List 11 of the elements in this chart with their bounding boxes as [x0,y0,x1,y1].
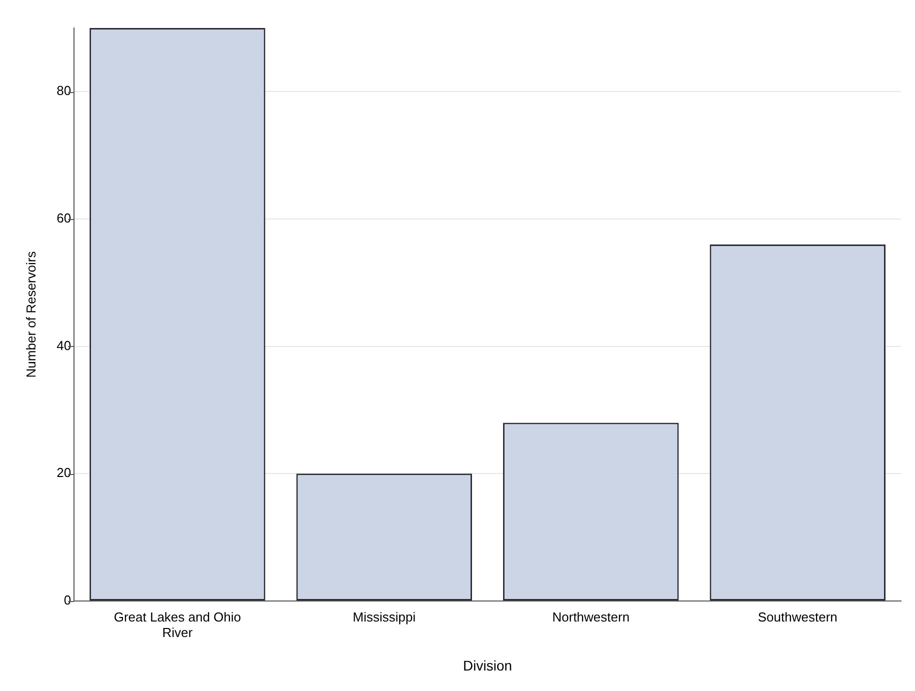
y-tick-label: 80 [56,83,72,98]
x-tick-label: Northwestern [552,609,630,624]
y-axis-title: Number of Reservoirs [23,250,38,378]
x-tick-label: Southwestern [758,609,838,624]
y-tick-label: 40 [56,338,72,353]
x-tick-label: Great Lakes and Ohio River [114,609,242,640]
y-tick-label: 20 [56,465,72,480]
y-tick-label: 60 [56,210,72,226]
x-tick-label: Mississippi [352,609,416,624]
y-tick-label: 0 [64,592,72,608]
x-axis-title: Division [463,657,512,674]
